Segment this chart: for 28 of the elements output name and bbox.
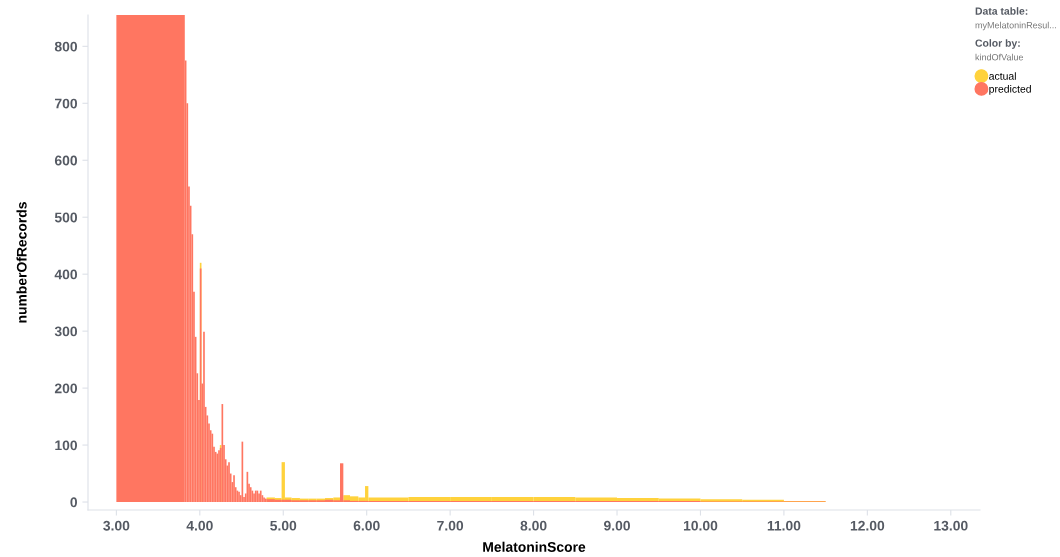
x-tick-label: 5.00 bbox=[270, 520, 297, 531]
y-tick-label: 600 bbox=[54, 155, 78, 166]
x-tick-label: 7.00 bbox=[437, 520, 464, 531]
y-tick-label: 700 bbox=[55, 98, 78, 109]
x-tick-label: 4.00 bbox=[186, 520, 213, 531]
y-axis-title: numberOfRecords bbox=[16, 202, 27, 323]
x-tick-label: 12.00 bbox=[850, 520, 885, 531]
y-tick-label: 100 bbox=[55, 440, 78, 451]
y-tick-label: 0 bbox=[70, 497, 78, 508]
y-tick-label: 500 bbox=[54, 212, 78, 223]
x-tick-label: 11.00 bbox=[767, 520, 801, 531]
x-tick-label: 3.00 bbox=[103, 520, 130, 531]
x-axis-title: MelatoninScore bbox=[483, 541, 586, 552]
x-tick-label: 8.00 bbox=[520, 520, 547, 531]
text: Data table: bbox=[975, 7, 1028, 15]
annotation: kindOfValue bbox=[975, 53, 1024, 61]
y-tick-label: 300 bbox=[54, 326, 78, 337]
x-tick-label: 9.00 bbox=[603, 520, 630, 531]
y-tick-label: 800 bbox=[54, 41, 78, 52]
legend-title: Color by: bbox=[975, 39, 1020, 49]
y-tick-label: 400 bbox=[54, 269, 78, 280]
annotation: myMelatoninResul... bbox=[975, 21, 1056, 31]
y-tick-label: 200 bbox=[54, 383, 78, 394]
legend-label: predicted bbox=[989, 85, 1031, 95]
x-tick-label: 13.00 bbox=[934, 520, 968, 531]
x-tick-label: 10.00 bbox=[683, 520, 718, 531]
legend-label: actual bbox=[989, 72, 1016, 80]
x-tick-label: 6.00 bbox=[353, 520, 380, 531]
